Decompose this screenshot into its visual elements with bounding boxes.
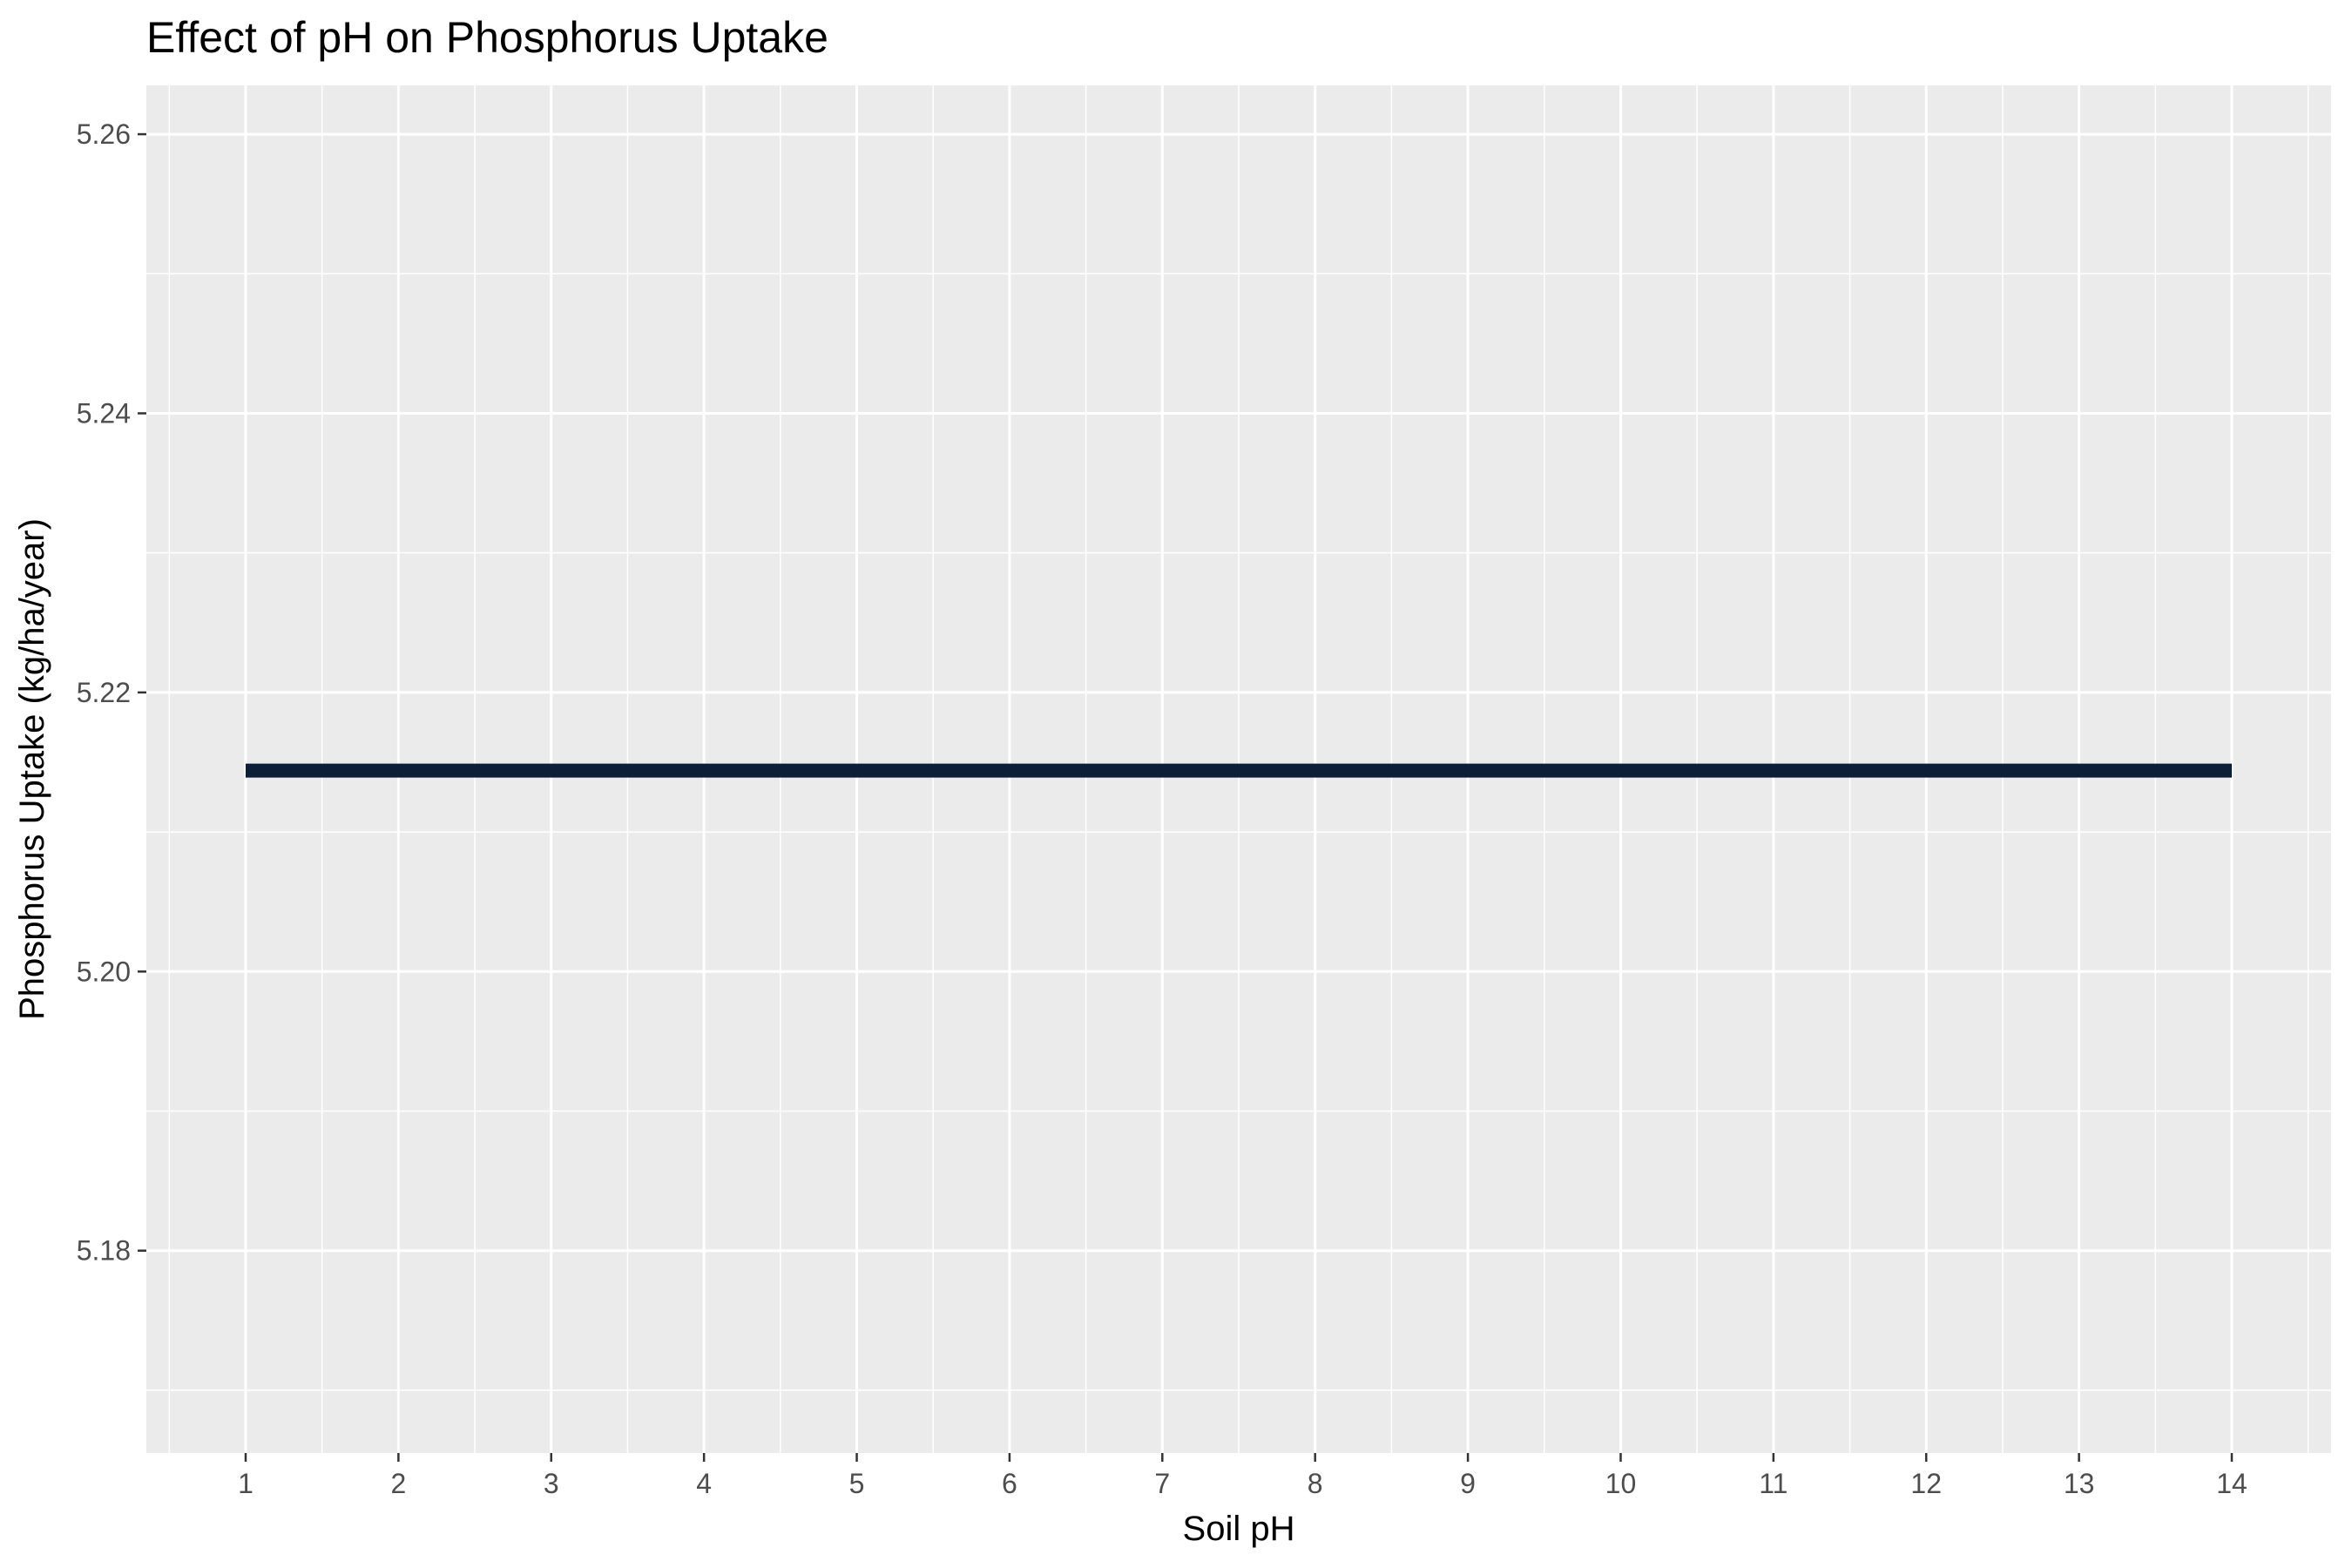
y-tick-label: 5.18	[77, 1235, 131, 1267]
x-tick-label: 14	[2216, 1468, 2247, 1499]
x-tick-label: 5	[849, 1468, 865, 1499]
x-axis: 1 2 3 4 5 6 7 8 9 10 11 12 13 14	[238, 1453, 2247, 1499]
x-tick-label: 3	[544, 1468, 559, 1499]
x-tick-label: 10	[1605, 1468, 1637, 1499]
y-tick-label: 5.20	[77, 956, 131, 987]
x-tick-label: 8	[1308, 1468, 1323, 1499]
x-tick-label: 4	[696, 1468, 712, 1499]
y-tick-label: 5.26	[77, 118, 131, 150]
x-tick-label: 13	[2064, 1468, 2095, 1499]
y-tick-label: 5.22	[77, 677, 131, 708]
y-axis: 5.18 5.20 5.22 5.24 5.26	[77, 118, 146, 1267]
x-tick-label: 1	[238, 1468, 253, 1499]
x-tick-label: 2	[390, 1468, 406, 1499]
chart-title: Effect of pH on Phosphorus Uptake	[146, 13, 828, 62]
x-tick-label: 7	[1154, 1468, 1170, 1499]
x-axis-title: Soil pH	[1183, 1510, 1295, 1548]
x-tick-label: 12	[1910, 1468, 1942, 1499]
y-axis-title: Phosphorus Uptake (kg/ha/year)	[13, 518, 51, 1020]
y-tick-label: 5.24	[77, 397, 131, 429]
x-tick-label: 11	[1759, 1468, 1788, 1499]
x-tick-label: 6	[1002, 1468, 1017, 1499]
x-tick-label: 9	[1460, 1468, 1476, 1499]
